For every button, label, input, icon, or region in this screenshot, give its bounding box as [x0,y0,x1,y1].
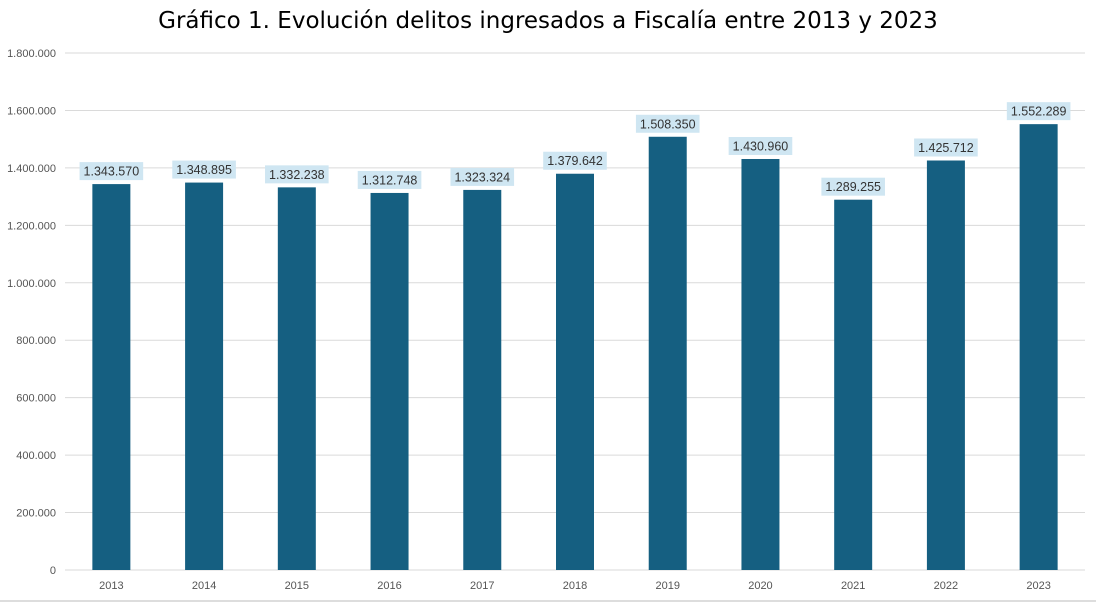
data-label-background [821,177,885,196]
x-tick-label: 2017 [470,580,494,592]
data-label: 1.343.570 [84,165,140,179]
bar [92,184,131,570]
x-tick-label: 2023 [1026,580,1050,592]
y-tick-label: 800.000 [16,335,56,347]
data-label: 1.332.238 [269,168,325,182]
y-tick-label: 400.000 [16,450,56,462]
data-label: 1.312.748 [362,173,418,187]
data-label: 1.508.350 [640,117,696,131]
y-tick-label: 0 [50,565,56,577]
y-axis-ticks: 0 200.000 400.000 600.000 800.000 1.000.000 1.… [7,48,56,577]
x-tick-label: 2015 [285,580,309,592]
data-label-background [79,162,144,181]
data-label: 1.323.324 [454,170,510,184]
bar [463,189,502,571]
x-axis-ticks: 2013 2014 2015 2016 2017 2018 2019 2020 2021 2022… [99,580,1051,592]
x-tick-label: 2018 [563,580,587,592]
x-tick-label: 2014 [192,580,216,592]
bars [92,124,1058,571]
data-label-background [914,138,978,157]
data-label: 1.425.712 [918,141,974,155]
bar [185,182,224,570]
bar [741,158,780,570]
y-tick-label: 1.400.000 [7,163,56,175]
data-label-background [450,167,515,186]
bar [370,192,409,571]
y-tick-label: 600.000 [16,393,56,405]
x-tick-label: 2021 [841,580,865,592]
chart-title: Gráfico 1. Evolución delitos ingresados … [158,8,938,34]
bar [277,187,316,571]
data-label-background [265,165,329,184]
y-tick-label: 1.000.000 [7,278,56,290]
x-tick-label: 2013 [99,580,123,592]
y-tick-label: 1.600.000 [7,105,56,117]
bar [556,173,594,571]
data-label-background [1006,102,1071,121]
bar [926,160,965,570]
x-tick-label: 2016 [377,580,401,592]
bar [1019,124,1058,570]
y-tick-label: 200.000 [16,508,56,520]
y-tick-label: 1.800.000 [7,48,56,60]
data-label: 1.552.289 [1011,105,1067,119]
x-tick-label: 2022 [934,580,958,592]
data-labels: 1.343.570 1.348.895 1.332.238 1.312.748 1.32… [79,102,1071,196]
x-tick-label: 2020 [748,580,772,592]
y-tick-label: 1.200.000 [7,220,56,232]
data-label-background [357,170,422,189]
data-label: 1.430.960 [733,139,789,153]
data-label-background [728,136,793,155]
data-label-background [635,114,700,133]
bar [648,136,687,570]
bar [834,199,873,570]
data-label: 1.348.895 [176,163,232,177]
x-tick-label: 2019 [655,580,679,592]
data-label: 1.379.642 [547,154,603,168]
data-label-background [543,151,607,170]
data-label-background [172,160,236,179]
data-label: 1.289.255 [825,180,881,194]
